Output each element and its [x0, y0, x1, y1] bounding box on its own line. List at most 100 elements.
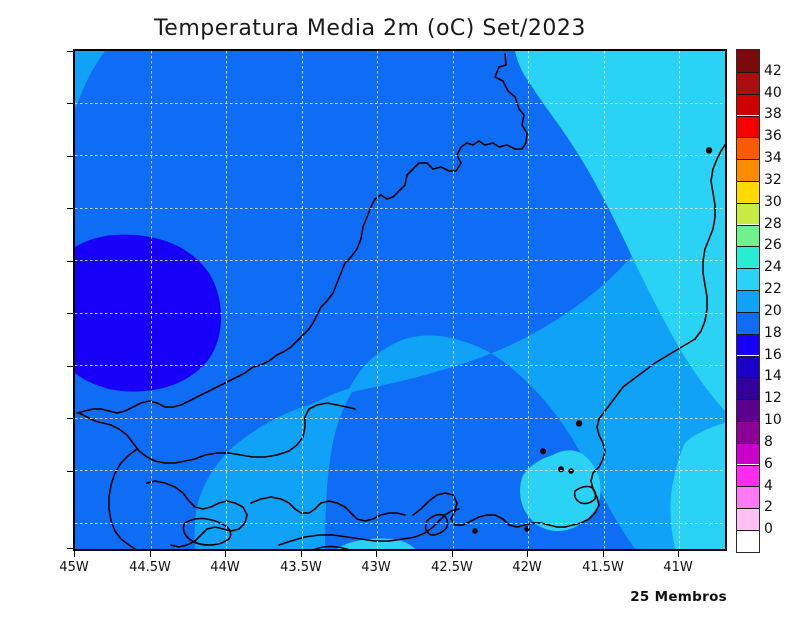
island-ilha-grande [182, 517, 232, 546]
colorbar-swatch-3 [737, 115, 759, 138]
colorbar-label-42: 42 [764, 63, 782, 79]
gridline-v-7 [604, 51, 605, 549]
colorbar-label-8: 8 [764, 434, 773, 450]
xtick-mark-2 [225, 551, 226, 557]
colorbar-swatch-18 [737, 442, 759, 465]
ytick-mark-4 [67, 261, 73, 262]
xtick-mark-0 [74, 551, 75, 557]
gridline-v-1 [151, 51, 152, 549]
colorbar-swatch-22 [737, 530, 759, 552]
colorbar-swatch-12 [737, 311, 759, 334]
colorbar-label-2: 2 [764, 499, 773, 515]
colorbar-label-26: 26 [764, 237, 782, 253]
ensemble-members-note: 25 Membros [630, 589, 727, 605]
band-22-24-east-ocean [670, 423, 725, 549]
island-marambaia [313, 545, 350, 549]
colorbar-swatch-2 [737, 93, 759, 116]
colorbar-label-24: 24 [764, 259, 782, 275]
gridline-v-5 [453, 51, 454, 549]
gridline-v-6 [528, 51, 529, 549]
colorbar-swatch-14 [737, 355, 759, 378]
coast-sepetiba-marambaia [250, 496, 406, 522]
colorbar-swatch-4 [737, 137, 759, 160]
xtick-label-0: 45W [59, 560, 89, 575]
gridline-v-3 [302, 51, 303, 549]
ytick-mark-1 [67, 103, 73, 104]
colorbar-label-18: 18 [764, 325, 782, 341]
island-dot-1 [540, 448, 547, 455]
colorbar-swatch-8 [737, 224, 759, 247]
colorbar-swatch-1 [737, 71, 759, 94]
ytick-mark-9 [67, 548, 73, 549]
border-interior-west [76, 350, 286, 414]
colorbar-swatch-7 [737, 202, 759, 225]
band-22-24-northeast [515, 51, 725, 411]
colorbar-swatch-20 [737, 486, 759, 509]
colorbar-label-20: 20 [764, 303, 782, 319]
coast-northeast [564, 338, 696, 528]
gridline-v-8 [679, 51, 680, 549]
gridline-h-7 [75, 418, 725, 419]
y-axis-labels: 20.7S 21S 21.3S 21.6S 21.9S 22.2S 22.5S … [0, 0, 68, 618]
xtick-mark-8 [678, 551, 679, 557]
gridline-h-8 [75, 470, 725, 471]
xtick-label-4: 43W [361, 560, 391, 575]
island-dot-4 [575, 420, 583, 427]
colorbar-label-14: 14 [764, 368, 782, 384]
gridline-h-2 [75, 155, 725, 156]
colorbar-label-16: 16 [764, 347, 782, 363]
ytick-mark-5 [67, 313, 73, 314]
colorbar-label-0: 0 [764, 521, 773, 537]
ytick-mark-0 [67, 51, 73, 52]
colorbar-label-40: 40 [764, 85, 782, 101]
xtick-mark-5 [452, 551, 453, 557]
colorbar-swatch-10 [737, 268, 759, 290]
colorbar[interactable] [736, 49, 760, 553]
colorbar-label-30: 30 [764, 194, 782, 210]
band-22-24-south-sliver [337, 538, 415, 549]
bay-guanabara-inner [424, 513, 449, 536]
gridline-v-2 [226, 51, 227, 549]
colorbar-swatch-15 [737, 377, 759, 400]
ytick-mark-6 [67, 366, 73, 367]
colorbar-swatch-11 [737, 290, 759, 312]
ytick-mark-3 [67, 208, 73, 209]
colorbar-swatch-21 [737, 508, 759, 530]
coast-cabo-frio [573, 485, 597, 505]
map-clip [75, 51, 725, 549]
gridline-h-6 [75, 365, 725, 366]
colorbar-swatch-17 [737, 420, 759, 443]
colorbar-label-6: 6 [764, 456, 773, 472]
colorbar-label-12: 12 [764, 390, 782, 406]
colorbar-label-36: 36 [764, 128, 782, 144]
island-dot-6 [472, 528, 478, 534]
xtick-label-2: 44W [210, 560, 240, 575]
map-plot-area[interactable] [73, 49, 727, 551]
xtick-mark-7 [603, 551, 604, 557]
xtick-label-6: 42W [512, 560, 542, 575]
colorbar-label-10: 10 [764, 412, 782, 428]
coast-restinga-marambaia [278, 508, 460, 546]
coastline-and-borders [76, 53, 725, 549]
colorbar-swatch-5 [737, 159, 759, 181]
xtick-mark-3 [301, 551, 302, 557]
band-20-22-nw [75, 51, 105, 109]
colorbar-label-4: 4 [764, 478, 773, 494]
border-southwest-ridge [108, 448, 138, 549]
xtick-label-8: 41W [663, 560, 693, 575]
ytick-mark-7 [67, 418, 73, 419]
colorbar-swatch-0 [737, 50, 759, 72]
xtick-mark-6 [527, 551, 528, 557]
colorbar-swatch-16 [737, 399, 759, 421]
xtick-label-3: 43.5W [280, 560, 322, 575]
colorbar-swatch-19 [737, 464, 759, 487]
colorbar-swatch-6 [737, 180, 759, 203]
coast-far-northeast [694, 144, 725, 340]
xtick-mark-1 [150, 551, 151, 557]
border-rj-sp-interior [78, 402, 356, 464]
gridline-v-4 [377, 51, 378, 549]
coast-angra-ilhagrande [146, 480, 248, 548]
xtick-label-7: 41.5W [582, 560, 624, 575]
gridline-h-3 [75, 208, 725, 209]
